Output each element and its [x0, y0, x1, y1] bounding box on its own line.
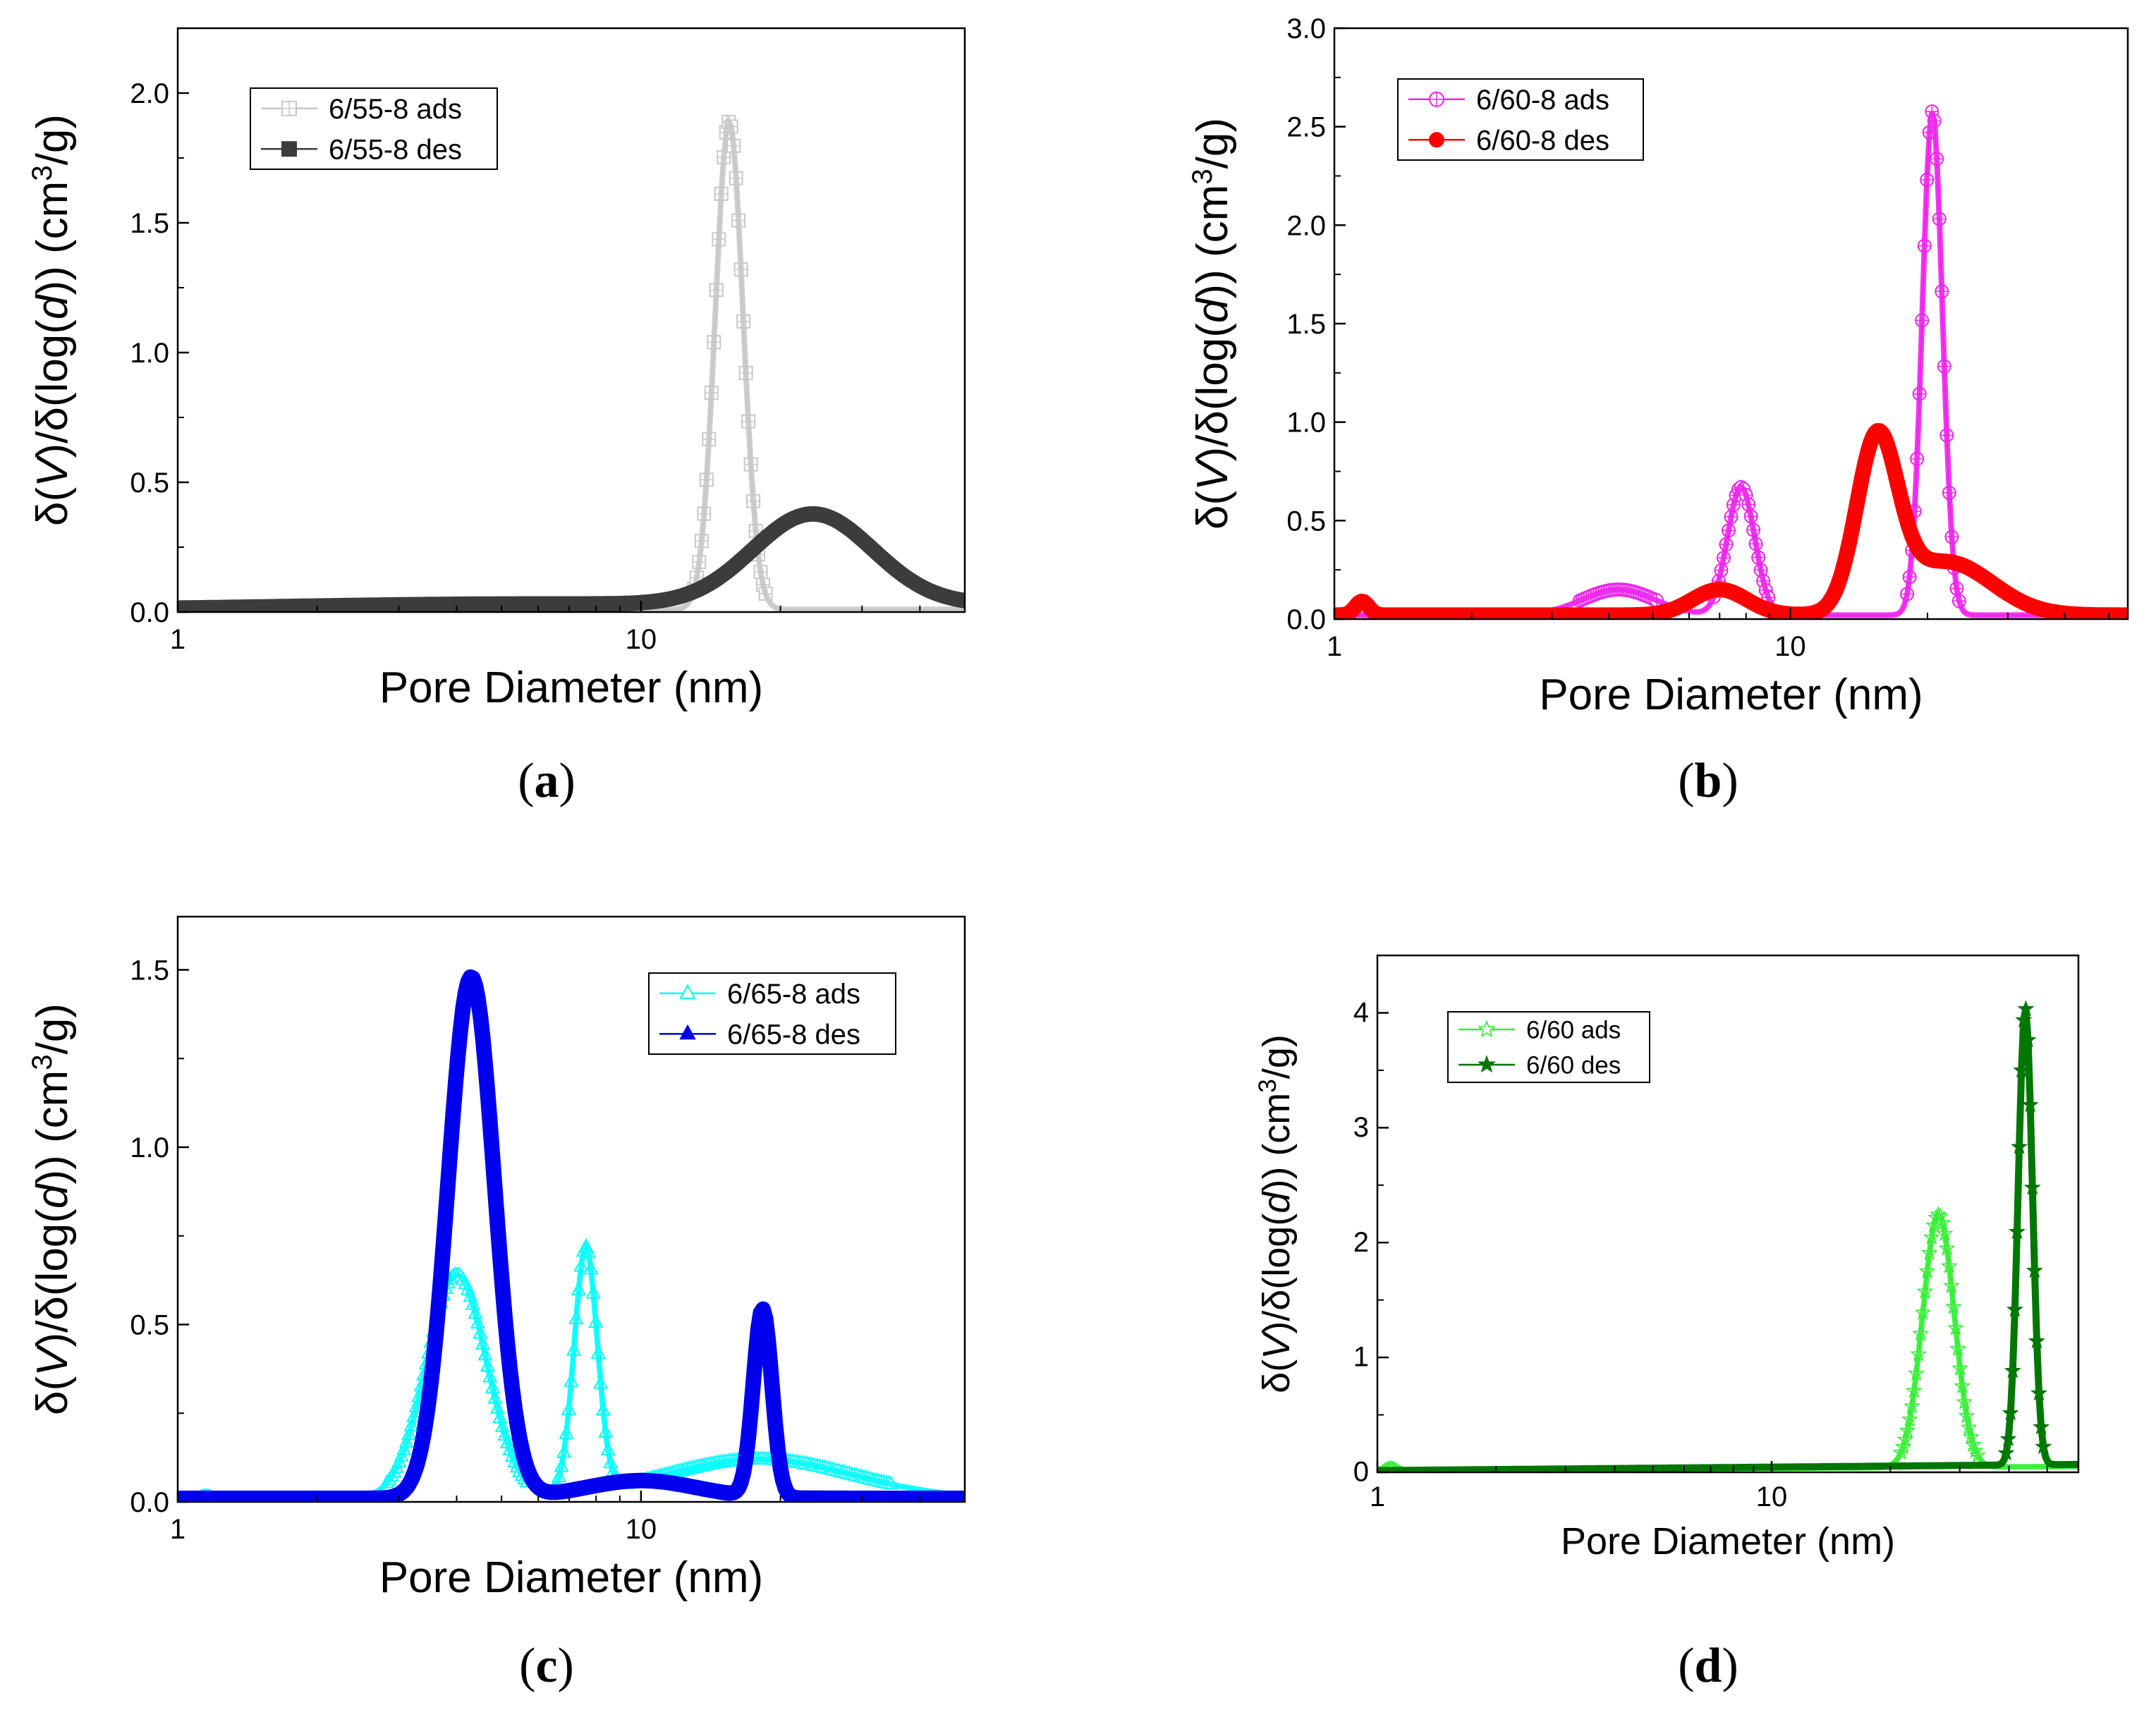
- chart-panel-a: 0.0 0.5 1.0 1.5 2.0 1 10 Pore Diameter (nm) δ(V)…: [26, 27, 966, 808]
- series-6-60-8-ads: [1334, 104, 2128, 618]
- y-tick-label: 0.5: [130, 467, 169, 499]
- series-line: [178, 506, 965, 612]
- y-tick-label: 2.0: [130, 78, 169, 109]
- series-line: [178, 969, 965, 1502]
- y-axis-title: δ(V)/δ(log(d)) (cm3/g): [1186, 118, 1238, 530]
- series-6-55-8-des: [178, 506, 965, 612]
- y-tick-label: 0: [1353, 1457, 1369, 1488]
- y-tick-label: 1.0: [1286, 408, 1326, 439]
- x-axis-title: Pore Diameter (nm): [1539, 671, 1923, 719]
- legend-label: 6/55-8 ads: [329, 94, 462, 125]
- legend: 6/65-8 ads 6/65-8 des: [648, 972, 896, 1055]
- series-baseline: [178, 1240, 965, 1501]
- y-axis-title: δ(V)/δ(log(d)) (cm3/g): [26, 1003, 78, 1415]
- series-baseline: [1377, 1008, 2078, 1472]
- y-tick-label: 2.0: [1286, 210, 1326, 241]
- legend: 6/60 ads 6/60 des: [1447, 1011, 1650, 1083]
- x-tick-label: 1: [170, 624, 185, 655]
- legend: 6/60-8 ads 6/60-8 des: [1397, 78, 1644, 161]
- chart-panel-c: 0.0 0.5 1.0 1.5 1 10 Pore Diameter (nm) δ(V)/δ(…: [26, 915, 966, 1693]
- y-tick-label: 0.0: [1286, 604, 1326, 635]
- y-tick-label: 1.5: [1286, 309, 1326, 340]
- y-tick-label: 3: [1353, 1112, 1369, 1143]
- x-tick-label: 1: [1327, 631, 1342, 662]
- panel-label: (c): [519, 1639, 574, 1693]
- x-tick-label: 1: [170, 1514, 185, 1545]
- x-tick-label: 10: [1756, 1481, 1788, 1512]
- plot-area: [178, 969, 965, 1502]
- plot-frame: [176, 915, 966, 1503]
- legend-marker: [1477, 1020, 1497, 1038]
- plot-area: [1334, 104, 2128, 619]
- series-6-65-8-des: [178, 969, 965, 1502]
- series-line: [1334, 423, 2128, 619]
- chart-panel-b: 0.0 0.5 1.0 1.5 2.0 2.5 3.0 1 10 Pore Diameter (n…: [1186, 13, 2129, 808]
- legend-label: 6/65-8 des: [727, 1020, 860, 1051]
- legend-marker: [1477, 1055, 1497, 1073]
- x-tick-label: 10: [1774, 631, 1806, 662]
- plot-area: [1377, 1000, 2078, 1472]
- legend-label: 6/60-8 des: [1476, 126, 1609, 157]
- x-tick-label: 1: [1370, 1481, 1385, 1512]
- series-6-65-8-ads: [178, 1237, 965, 1501]
- y-axis-title: δ(V)/δ(log(d)) (cm3/g): [1254, 1034, 1298, 1393]
- x-tick-label: 10: [626, 624, 657, 655]
- series-6-60-des: [1377, 1000, 2078, 1472]
- series-6-60-ads: [1377, 1205, 2078, 1472]
- legend-marker: [679, 1024, 696, 1040]
- y-tick-label: 2: [1353, 1227, 1369, 1258]
- panel-label: (d): [1678, 1639, 1738, 1693]
- y-tick-label: 1.0: [130, 338, 169, 369]
- legend-box: [648, 972, 896, 1055]
- y-tick-label: 1.5: [130, 955, 169, 986]
- series-6-60-8-des: [1334, 423, 2128, 619]
- x-axis-title: Pore Diameter (nm): [1561, 1520, 1895, 1563]
- y-tick-label: 2.5: [1286, 112, 1326, 143]
- plot-frame: [176, 27, 966, 613]
- panel-label: (b): [1678, 754, 1738, 808]
- y-tick-label: 1: [1353, 1342, 1369, 1373]
- plot-frame: [1376, 954, 2080, 1474]
- y-tick-label: 4: [1353, 997, 1369, 1028]
- y-tick-label: 0.5: [130, 1309, 169, 1340]
- y-tick-label: 0.0: [130, 597, 169, 628]
- legend-marker: [1429, 132, 1444, 148]
- panel-label: (a): [518, 754, 575, 808]
- y-tick-label: 3.0: [1286, 13, 1326, 44]
- y-tick-label: 1.0: [130, 1132, 169, 1163]
- x-axis-title: Pore Diameter (nm): [379, 664, 763, 712]
- legend-marker: [679, 984, 696, 999]
- legend-label: 6/65-8 ads: [727, 979, 860, 1010]
- y-tick-label: 0.0: [130, 1487, 169, 1518]
- y-axis-title: δ(V)/δ(log(d)) (cm3/g): [26, 114, 78, 526]
- x-axis-title: Pore Diameter (nm): [379, 1553, 763, 1602]
- legend-label: 6/55-8 des: [329, 135, 462, 166]
- x-tick-label: 10: [626, 1514, 657, 1545]
- legend-marker: [281, 141, 297, 157]
- legend-label: 6/60-8 ads: [1476, 85, 1609, 116]
- legend-label: 6/60 ads: [1526, 1017, 1621, 1044]
- y-tick-label: 0.5: [1286, 506, 1326, 537]
- y-tick-label: 1.5: [130, 208, 169, 239]
- legend-label: 6/60 des: [1526, 1052, 1621, 1080]
- legend: 6/55-8 ads 6/55-8 des: [250, 87, 498, 170]
- plot-area: [178, 114, 965, 612]
